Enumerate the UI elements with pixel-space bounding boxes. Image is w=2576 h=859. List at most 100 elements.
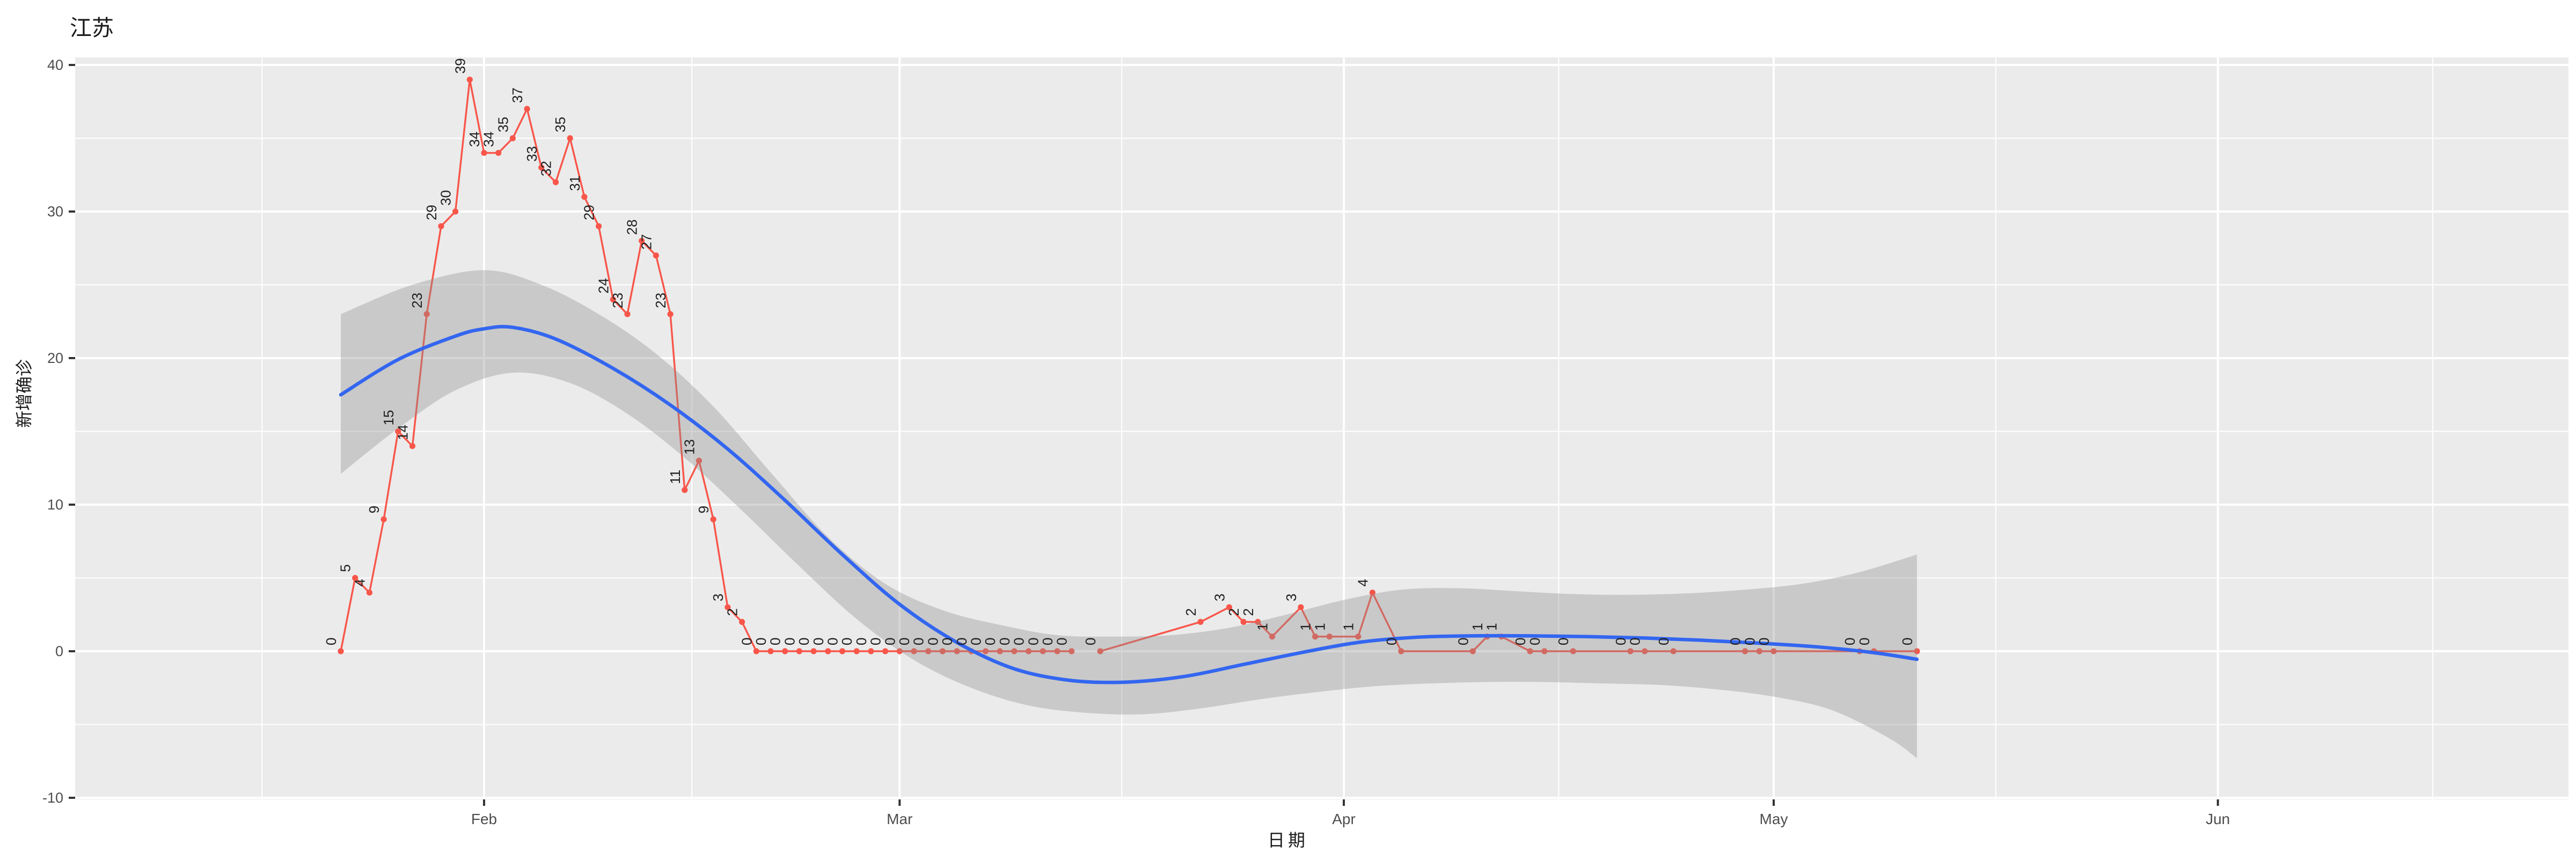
data-point-label: 31	[567, 176, 583, 191]
data-point-label: 1	[1255, 623, 1271, 630]
data-point	[939, 648, 946, 654]
data-point	[911, 648, 917, 654]
y-tick-label: 10	[47, 497, 63, 513]
x-tick-label: Jun	[2206, 811, 2230, 827]
data-point-label: 0	[839, 638, 855, 645]
data-point	[1054, 648, 1060, 654]
data-point-label: 1	[1298, 623, 1314, 630]
data-point-label: 1	[1341, 623, 1357, 630]
data-point-label: 0	[753, 638, 769, 645]
data-point-label: 3	[1211, 594, 1227, 601]
data-point	[1040, 648, 1046, 654]
data-point	[1226, 604, 1232, 610]
data-point-label: 30	[438, 190, 454, 206]
data-point	[524, 106, 530, 112]
data-point-label: 1	[1469, 623, 1485, 630]
data-point	[352, 574, 358, 581]
data-point	[596, 223, 602, 229]
data-point	[1197, 618, 1204, 625]
data-point-label: 9	[696, 506, 712, 513]
data-point	[1770, 648, 1777, 654]
x-tick-label: Apr	[1332, 811, 1356, 827]
cases-line	[340, 79, 1072, 652]
data-point	[567, 135, 573, 142]
data-point	[1026, 648, 1032, 654]
data-point	[982, 648, 989, 654]
data-point	[739, 618, 745, 625]
data-point	[1255, 618, 1261, 625]
data-point	[1914, 648, 1920, 654]
data-point	[380, 516, 387, 522]
data-point-label: 15	[380, 410, 397, 426]
data-point	[610, 296, 616, 303]
data-point-label: 35	[552, 117, 568, 133]
data-point	[452, 208, 459, 215]
data-point	[882, 648, 889, 654]
data-point-label: 13	[682, 439, 698, 455]
data-point-label: 0	[1856, 638, 1872, 645]
smooth-line	[339, 325, 1919, 685]
data-point-label: 23	[610, 293, 626, 308]
data-point-label: 1	[1484, 623, 1500, 630]
y-tick-label: 40	[47, 57, 63, 73]
data-point	[338, 648, 344, 654]
data-point	[810, 648, 817, 654]
data-point-label: 0	[1527, 638, 1543, 645]
data-point-label: 0	[1899, 638, 1915, 645]
y-tick-label: -10	[42, 790, 63, 806]
x-axis-title: 日期	[1267, 831, 1308, 850]
data-point-label: 0	[825, 638, 841, 645]
data-point-label: 34	[466, 132, 482, 147]
data-point-label: 0	[1384, 638, 1400, 645]
data-point	[538, 164, 545, 171]
data-point-label: 23	[653, 293, 669, 308]
data-point	[1469, 648, 1476, 654]
data-point	[395, 428, 401, 435]
data-point	[825, 648, 831, 654]
data-point-label: 0	[738, 638, 755, 645]
data-point-label: 24	[595, 278, 611, 294]
data-point-label: 0	[1054, 638, 1070, 645]
data-point-label: 0	[781, 638, 797, 645]
data-point-label: 4	[1355, 579, 1371, 586]
data-point-label: 0	[896, 638, 912, 645]
data-point-label: 14	[395, 425, 411, 440]
plot-panel	[75, 57, 2568, 799]
data-point	[839, 648, 846, 654]
data-point	[868, 648, 874, 654]
data-point-label: 0	[954, 638, 970, 645]
data-point	[767, 648, 774, 654]
data-point	[624, 311, 631, 317]
data-point-label: 5	[338, 564, 354, 572]
data-point-label: 2	[1240, 608, 1256, 616]
data-point-label: 0	[1842, 638, 1858, 645]
data-point	[653, 252, 659, 259]
data-point-label: 2	[724, 608, 741, 616]
data-point	[1011, 648, 1018, 654]
data-point	[896, 648, 903, 654]
data-point-label: 0	[868, 638, 884, 645]
data-point-label: 0	[1741, 638, 1758, 645]
data-point-label: 4	[352, 579, 368, 586]
data-point-label: 0	[1728, 638, 1744, 645]
data-point	[423, 311, 430, 317]
data-point-label: 0	[968, 638, 984, 645]
data-point	[1742, 648, 1748, 654]
x-tick-label: Mar	[887, 811, 912, 827]
data-point-label: 0	[1512, 638, 1528, 645]
data-point	[1069, 648, 1075, 654]
data-point	[1627, 648, 1634, 654]
data-point	[581, 194, 588, 200]
data-point-label: 3	[710, 594, 726, 601]
data-point	[409, 443, 416, 449]
data-point-label: 0	[982, 638, 998, 645]
data-point	[753, 648, 759, 654]
data-point-label: 0	[939, 638, 955, 645]
data-point-label: 0	[853, 638, 869, 645]
data-point	[954, 648, 960, 654]
data-point-label: 1	[1312, 623, 1328, 630]
data-point	[1326, 634, 1333, 640]
data-point	[796, 648, 802, 654]
